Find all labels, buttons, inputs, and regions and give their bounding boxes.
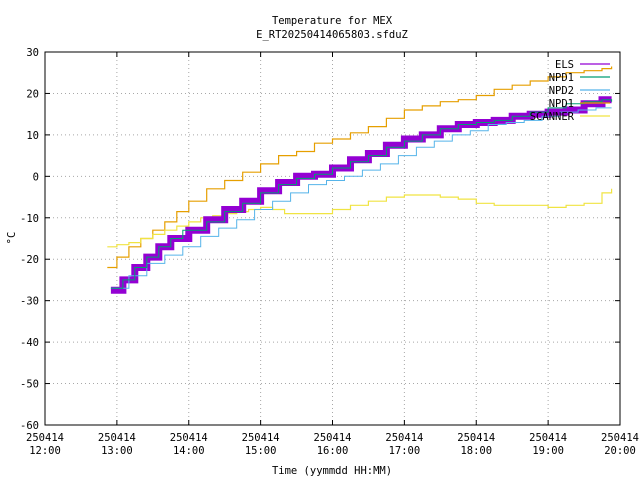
x-tick-date: 250414 [170, 432, 208, 444]
y-tick-label: -40 [20, 337, 39, 349]
x-tick-date: 250414 [385, 432, 423, 444]
legend-label: SCANNER [530, 111, 575, 123]
y-tick-label: 0 [33, 171, 39, 183]
legend-label: NPD2 [549, 85, 574, 97]
y-tick-label: 30 [26, 47, 39, 59]
x-tick-date: 250414 [98, 432, 136, 444]
x-tick-date: 250414 [457, 432, 495, 444]
x-tick-time: 20:00 [604, 445, 636, 457]
y-tick-label: -10 [20, 213, 39, 225]
x-tick-date: 250414 [26, 432, 64, 444]
y-tick-label: -20 [20, 254, 39, 266]
grid [44, 51, 621, 426]
x-tick-time: 18:00 [460, 445, 492, 457]
x-tick-time: 16:00 [317, 445, 349, 457]
x-tick-time: 12:00 [29, 445, 61, 457]
chart-title: Temperature for MEX [272, 15, 393, 27]
x-tick-date: 250414 [242, 432, 280, 444]
x-tick-date: 250414 [601, 432, 639, 444]
x-tick-time: 19:00 [532, 445, 564, 457]
y-axis-label: °C [6, 232, 18, 245]
legend-label: ELS [555, 59, 574, 71]
y-tick-label: -30 [20, 296, 39, 308]
x-tick-time: 15:00 [245, 445, 277, 457]
x-ticks: 25041412:0025041413:0025041414:002504141… [26, 52, 639, 457]
x-tick-date: 250414 [314, 432, 352, 444]
x-tick-time: 14:00 [173, 445, 205, 457]
series-layer [107, 66, 613, 294]
y-tick-label: 20 [26, 88, 39, 100]
x-tick-time: 17:00 [389, 445, 421, 457]
series-line-els-0 [110, 96, 612, 294]
series-line-npd2-2 [110, 107, 612, 289]
x-tick-date: 250414 [529, 432, 567, 444]
legend-label: NPD1 [549, 98, 574, 110]
series-line-npd1-3 [107, 66, 613, 269]
series-line-scanner-4 [107, 188, 613, 248]
plot-frame [44, 51, 621, 426]
chart-subtitle: E_RT20250414065803.sfduZ [256, 29, 408, 41]
y-tick-label: 10 [26, 130, 39, 142]
series-line-npd1-1 [110, 99, 613, 289]
legend-label: NPD1 [549, 72, 574, 84]
y-tick-label: -60 [20, 420, 39, 432]
y-ticks: 30 20 10 0 -10 -20 -30 -40 -50 -60 [20, 47, 620, 432]
x-tick-time: 13:00 [101, 445, 133, 457]
y-tick-label: -50 [20, 379, 39, 391]
x-axis-label: Time (yymmdd HH:MM) [272, 465, 392, 477]
